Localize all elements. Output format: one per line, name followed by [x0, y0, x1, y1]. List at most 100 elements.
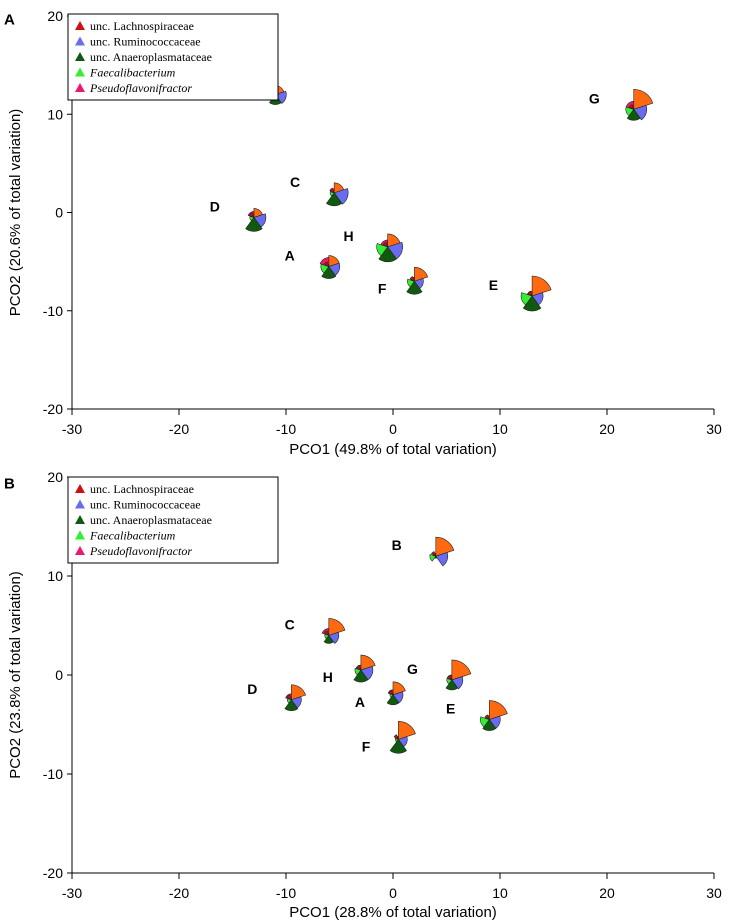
legend-label: unc. Lachnospiraceae — [90, 482, 194, 496]
x-tick-label: 10 — [492, 421, 508, 437]
lachnospiraceae-slice — [431, 551, 437, 557]
rose-marker-d — [284, 684, 306, 712]
lachnospiraceae-slice — [356, 664, 362, 671]
x-tick-label: -10 — [276, 421, 296, 437]
rose-marker-a — [386, 681, 406, 706]
lachnospiraceae-slice — [527, 290, 533, 297]
lachnospiraceae-slice — [409, 276, 415, 282]
rose-marker-f — [406, 266, 429, 295]
point-label: G — [589, 90, 600, 106]
ruminococcaceae-slice — [333, 188, 349, 205]
rose-marker-e — [480, 700, 508, 731]
point-label: H — [323, 669, 333, 685]
rose-marker-h — [353, 654, 376, 683]
y-axis-title: PCO2 (20.6% of total variation) — [7, 109, 24, 317]
y-tick-label: -20 — [43, 865, 63, 881]
x-tick-label: -10 — [276, 885, 296, 901]
panel-label: B — [4, 475, 15, 492]
lachnospiraceae-slice — [329, 187, 335, 194]
legend-frame — [67, 13, 279, 101]
faecalibacterium-slice — [407, 278, 415, 288]
rose-marker-h — [376, 233, 403, 263]
legend-marker — [75, 67, 85, 77]
x-tick-label: -30 — [62, 885, 82, 901]
legend-marker — [75, 499, 85, 509]
rose-marker-g — [625, 89, 654, 121]
lachnospiraceae-slice — [382, 241, 389, 248]
x-tick-label: 30 — [706, 885, 722, 901]
extra-slice — [435, 536, 455, 557]
faecalibacterium-slice — [376, 243, 389, 257]
legend-marker — [75, 83, 85, 92]
point-label: C — [285, 616, 295, 632]
y-tick-label: 0 — [55, 205, 63, 221]
lachnospiraceae-slice — [388, 689, 394, 696]
point-label: D — [247, 681, 257, 697]
lachnospiraceae-slice — [324, 261, 330, 268]
extra-slice — [328, 618, 346, 636]
anaeroplasmataceae-slice — [353, 669, 369, 683]
x-tick-label: -20 — [169, 885, 189, 901]
x-axis-title: PCO1 (28.8% of total variation) — [289, 904, 497, 921]
anaeroplasmataceae-slice — [284, 699, 299, 712]
ruminococcaceae-slice — [328, 631, 340, 644]
legend-label: unc. Lachnospiraceae — [90, 19, 194, 33]
legend-marker — [75, 36, 85, 46]
rose-marker-g — [445, 659, 472, 691]
x-tick-label: 10 — [492, 885, 508, 901]
y-tick-label: 10 — [47, 568, 63, 584]
x-tick-label: 0 — [389, 421, 397, 437]
legend-label: unc. Ruminococcaceae — [90, 498, 201, 512]
extra-slice — [398, 721, 416, 740]
panel-label: A — [4, 11, 15, 28]
legend: unc. Lachnospiraceae unc. Ruminococcaceae… — [67, 13, 279, 101]
point-label: C — [290, 174, 300, 190]
anaeroplasmataceae-slice — [323, 634, 334, 644]
x-tick-label: -30 — [62, 421, 82, 437]
y-tick-label: 10 — [47, 106, 63, 122]
lachnospiraceae-slice — [249, 212, 255, 219]
anaeroplasmataceae-slice — [445, 679, 459, 691]
lachnospiraceae-slice — [629, 104, 635, 111]
anaeroplasmataceae-slice — [321, 266, 337, 279]
point-label: H — [344, 228, 354, 244]
legend-label: unc. Anaeroplasmataceae — [90, 50, 212, 64]
lachnospiraceae-slice — [484, 714, 490, 721]
faecalibacterium-slice — [480, 716, 490, 728]
point-label: E — [489, 277, 498, 293]
ruminococcaceae-slice — [435, 552, 449, 567]
x-tick-label: 20 — [599, 421, 615, 437]
lachnospiraceae-slice — [324, 630, 330, 637]
legend-label: unc. Ruminococcaceae — [90, 35, 201, 49]
ruminococcaceae-slice — [451, 676, 464, 690]
rose-marker-d — [245, 208, 267, 232]
legend-marker — [75, 21, 85, 30]
lachnospiraceae-slice — [447, 674, 453, 681]
panel-b: B -20 -10 0 10 20 -30 -20 -10 0 10 20 30 PCO1 (28.8% … — [4, 469, 722, 921]
rose-marker-a — [319, 255, 341, 279]
anaeroplasmataceae-slice — [482, 719, 497, 731]
anaeroplasmataceae-slice — [386, 694, 400, 706]
point-label: A — [285, 248, 295, 264]
anaeroplasmataceae-slice — [406, 280, 423, 295]
legend-marker — [75, 546, 85, 555]
y-tick-label: 0 — [55, 667, 63, 683]
x-tick-label: -20 — [169, 421, 189, 437]
point-label: F — [378, 280, 387, 296]
rose-marker-b — [429, 536, 455, 567]
legend-marker — [75, 530, 85, 540]
anaeroplasmataceae-slice — [245, 216, 263, 232]
extra-slice — [633, 89, 654, 110]
y-tick-label: -20 — [43, 401, 63, 417]
legend-label: unc. Anaeroplasmataceae — [90, 513, 212, 527]
lachnospiraceae-slice — [393, 734, 399, 741]
legend-label: Faecalibacterium — [89, 529, 176, 543]
point-label: E — [446, 701, 455, 717]
legend: unc. Lachnospiraceae unc. Ruminococcaceae… — [67, 476, 279, 564]
legend-label: Faecalibacterium — [89, 66, 176, 80]
extra-slice — [291, 684, 306, 701]
anaeroplasmataceae-slice — [626, 108, 641, 121]
extra-slice — [531, 275, 552, 297]
ruminococcaceae-slice — [633, 104, 647, 121]
